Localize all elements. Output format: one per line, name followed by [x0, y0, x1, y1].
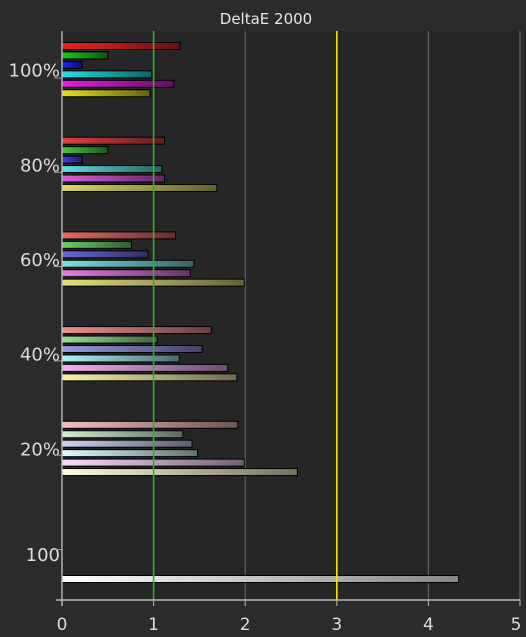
- x-tick-label: 1: [148, 615, 159, 635]
- y-tick-label: 80%: [20, 155, 60, 176]
- y-tick-label: 20%: [20, 439, 60, 460]
- x-tick-label: 4: [423, 615, 434, 635]
- reference-lines: [152, 31, 338, 600]
- y-tick-label: 60%: [20, 250, 60, 271]
- bar: [61, 363, 229, 372]
- bar: [61, 165, 163, 174]
- bar: [61, 231, 177, 240]
- bar: [61, 326, 212, 335]
- y-axis: 100% 80% 60% 40% 20% 100: [9, 31, 63, 606]
- bar: [61, 373, 238, 382]
- bar: [61, 70, 153, 79]
- x-axis: 0 1 2 3 4 5: [56, 599, 522, 635]
- x-tick-label: 2: [240, 615, 251, 635]
- x-tick-label: 5: [511, 615, 522, 635]
- bar: [61, 51, 109, 60]
- bar: [61, 345, 203, 353]
- bar: [61, 575, 460, 583]
- bar: [61, 42, 181, 50]
- bar: [61, 155, 83, 164]
- x-tick-label: 3: [331, 615, 342, 635]
- bar: [61, 439, 193, 448]
- bar: [61, 174, 166, 183]
- chart-title: DeltaE 2000: [220, 10, 312, 28]
- y-tick-label: 100: [26, 545, 60, 566]
- bar: [61, 183, 218, 192]
- bar: [61, 335, 158, 344]
- plot-area: [62, 31, 519, 600]
- bar: [61, 468, 298, 477]
- bar: [61, 259, 195, 268]
- y-tick-label: 40%: [20, 345, 60, 366]
- y-tick-label: 100%: [9, 61, 60, 82]
- bar: [61, 79, 175, 88]
- bar: [61, 240, 133, 249]
- bar: [61, 269, 191, 278]
- bar: [61, 89, 151, 98]
- bar: [61, 449, 199, 458]
- x-tick-label: 0: [57, 615, 68, 635]
- bar: [61, 146, 109, 155]
- bar: [61, 60, 83, 69]
- bar: [61, 354, 180, 363]
- bar: [61, 420, 239, 429]
- bar: [61, 136, 166, 145]
- bar: [61, 250, 149, 259]
- bar: [61, 430, 184, 439]
